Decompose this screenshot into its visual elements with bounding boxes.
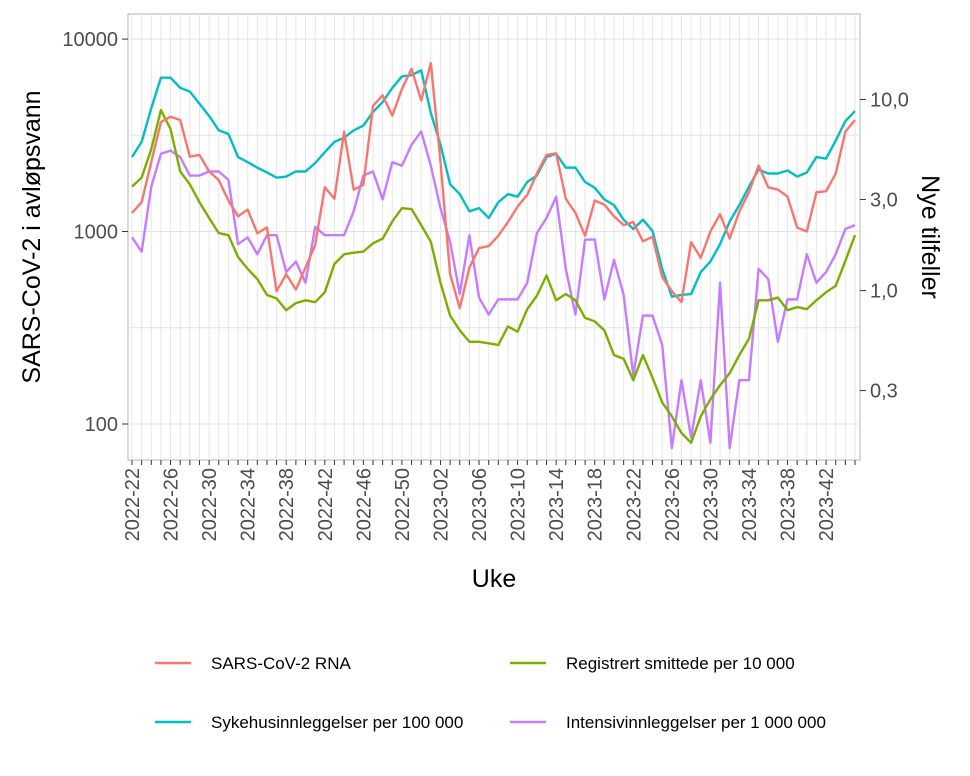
- y-right-tick-label: 10,0: [870, 89, 909, 111]
- y-axis-title-left: SARS-CoV-2 i avløpsvann: [18, 90, 46, 383]
- x-tick-label: 2023-02: [431, 468, 453, 541]
- x-tick-label: 2023-26: [662, 468, 684, 541]
- x-tick-label: 2023-38: [778, 468, 800, 541]
- legend-label-3: Intensivinnleggelser per 1 000 000: [566, 713, 826, 732]
- x-tick-label: 2023-30: [700, 468, 722, 541]
- series-line-3: [131, 130, 856, 450]
- legend-label-2: Registrert smittede per 10 000: [566, 654, 795, 673]
- legend: SARS-CoV-2 RNA Registrert smittede per 10…: [155, 654, 826, 732]
- y-right-tick-label: 0,3: [870, 381, 898, 403]
- x-tick-label: 2022-26: [161, 468, 183, 541]
- x-tick-label: 2022-34: [238, 468, 260, 541]
- series-line-0: [131, 61, 856, 310]
- x-tick-label: 2022-22: [122, 468, 144, 541]
- x-tick-label: 2023-14: [546, 468, 568, 541]
- series-line-1: [130, 69, 856, 298]
- left-axis: 100 1000 10000: [62, 29, 128, 436]
- x-tick-label: 2022-30: [199, 468, 221, 541]
- y-left-tick-label: 1000: [74, 222, 119, 244]
- x-tick-label: 2022-38: [276, 468, 298, 541]
- x-tick-label: 2023-10: [508, 468, 530, 541]
- series-line-2: [131, 108, 857, 444]
- legend-label-0: SARS-CoV-2 RNA: [211, 654, 351, 673]
- y-axis-title-right: Nye tilfeller: [916, 175, 944, 299]
- x-tick-label: 2022-42: [315, 468, 337, 541]
- y-left-tick-label: 100: [85, 414, 118, 436]
- x-axis-title: Uke: [472, 565, 516, 593]
- series-layer: [130, 61, 857, 450]
- x-tick-label: 2023-06: [469, 468, 491, 541]
- y-right-tick-label: 1,0: [870, 281, 898, 303]
- x-tick-label: 2023-42: [816, 468, 838, 541]
- grid: [128, 14, 860, 460]
- y-right-tick-label: 3,0: [870, 189, 898, 211]
- x-tick-label: 2022-50: [392, 468, 414, 541]
- x-tick-label: 2023-22: [623, 468, 645, 541]
- x-tick-label: 2023-18: [585, 468, 607, 541]
- y-left-tick-label: 10000: [62, 29, 118, 51]
- x-tick-label: 2022-46: [353, 468, 375, 541]
- x-axis: 2022-22 2022-26 2022-30 2022-34 2022-38 2022-…: [122, 460, 856, 541]
- x-tick-label: 2023-34: [739, 468, 761, 541]
- legend-label-1: Sykehusinnleggelser per 100 000: [211, 713, 463, 732]
- right-axis: 0,3 1,0 3,0 10,0: [860, 89, 909, 403]
